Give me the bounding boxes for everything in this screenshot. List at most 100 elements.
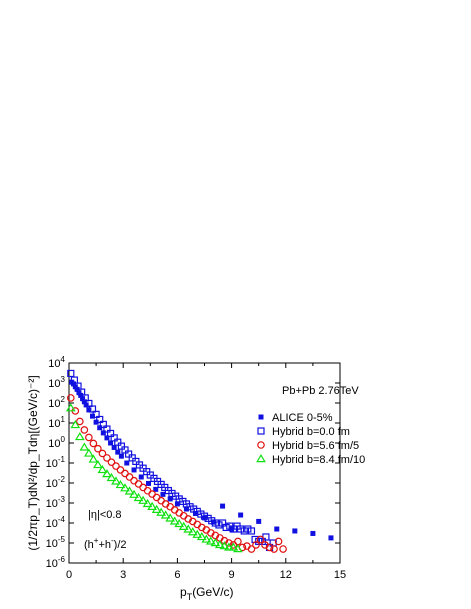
data-point: [76, 417, 84, 426]
data-point: [192, 529, 203, 538]
data-point: [125, 473, 134, 481]
data-point: [100, 430, 106, 436]
series-2: [67, 394, 287, 553]
y-tick-label: 102: [48, 395, 65, 410]
data-point: [160, 491, 166, 497]
data-point: [111, 444, 117, 450]
y-tick-label: 10-2: [46, 475, 66, 490]
data-point: [251, 535, 259, 544]
legend-label: Hybrid b=8.4 fm/10: [272, 454, 365, 466]
data-point: [153, 486, 159, 492]
data-point: [125, 450, 133, 458]
legend-marker: [256, 454, 266, 463]
data-point: [160, 510, 171, 519]
data-point: [93, 419, 99, 425]
data-point: [120, 483, 130, 492]
data-point: [92, 410, 100, 418]
data-point: [256, 535, 265, 544]
x-axis-title: pT(GeV/c): [180, 585, 234, 602]
legend-marker: [258, 414, 264, 420]
data-point: [152, 493, 161, 502]
series-1: [67, 369, 277, 552]
data-point: [225, 539, 233, 547]
data-point: [220, 536, 229, 545]
data-point: [138, 495, 148, 504]
data-point: [270, 545, 278, 553]
data-point: [138, 474, 144, 480]
data-point: [103, 454, 111, 462]
data-point: [169, 516, 180, 525]
data-point: [80, 426, 89, 434]
data-point: [124, 460, 130, 466]
data-point: [131, 467, 137, 473]
data-point: [70, 419, 81, 429]
data-point: [88, 454, 99, 463]
data-point: [117, 442, 125, 450]
data-point: [115, 479, 126, 489]
data-point: [292, 528, 298, 534]
data-point: [201, 534, 212, 543]
y-tick-label: 10-5: [46, 535, 66, 550]
x-tick-label: 0: [66, 569, 72, 581]
data-point: [183, 506, 189, 512]
data-point: [237, 525, 245, 533]
data-point: [139, 483, 147, 492]
data-point: [118, 453, 124, 459]
data-point: [167, 496, 173, 502]
data-point: [247, 545, 256, 553]
x-tick-label: 12: [280, 569, 292, 581]
data-point: [89, 439, 98, 448]
data-point: [256, 518, 262, 524]
data-point: [78, 388, 86, 396]
data-point: [156, 507, 166, 516]
data-point: [112, 462, 120, 470]
data-point: [202, 515, 207, 521]
data-point: [107, 458, 116, 466]
data-point: [310, 530, 316, 536]
data-point: [274, 526, 280, 532]
data-point: [102, 469, 112, 478]
data-point: [71, 381, 77, 387]
data-point: [187, 527, 198, 536]
data-point: [196, 532, 207, 541]
data-point: [143, 486, 152, 495]
y-tick-label: 10-1: [46, 455, 66, 470]
x-tick-label: 15: [334, 569, 346, 581]
data-marks: [65, 369, 334, 553]
data-point: [106, 472, 117, 482]
data-point: [93, 459, 103, 469]
data-point: [220, 503, 226, 509]
data-point: [115, 449, 121, 455]
data-point: [104, 435, 110, 441]
data-point: [211, 519, 219, 527]
legend-label: Hybrid b=5.6 fm/5: [272, 440, 359, 452]
data-point: [114, 438, 122, 446]
data-point: [133, 492, 144, 502]
data-point: [84, 448, 94, 457]
legend-marker: [257, 441, 265, 449]
data-point: [124, 486, 135, 495]
data-point: [106, 429, 115, 438]
data-point: [148, 490, 156, 498]
data-point: [274, 537, 283, 546]
data-point: [74, 432, 85, 441]
y-tick-label: 100: [48, 435, 65, 450]
data-point: [190, 505, 198, 513]
data-point: [111, 476, 121, 485]
data-point: [165, 513, 176, 522]
legend-marker: [257, 427, 265, 435]
data-point: [74, 382, 82, 390]
data-point: [210, 538, 221, 547]
data-point: [205, 536, 216, 545]
axis-ticks: 0 3 6 9 12 15 10-6 10-5 10-4 10-3 10-2 10-1 100 101 10…: [46, 355, 347, 581]
data-point: [178, 521, 189, 530]
data-point: [79, 442, 90, 451]
series-3: [65, 403, 243, 553]
data-point: [183, 524, 194, 533]
data-point: [192, 510, 198, 516]
data-point: [81, 399, 87, 405]
data-point: [147, 501, 157, 510]
chart-title: Pb+Pb 2.76TeV: [282, 385, 359, 397]
data-point: [233, 544, 243, 553]
data-point: [97, 425, 103, 431]
